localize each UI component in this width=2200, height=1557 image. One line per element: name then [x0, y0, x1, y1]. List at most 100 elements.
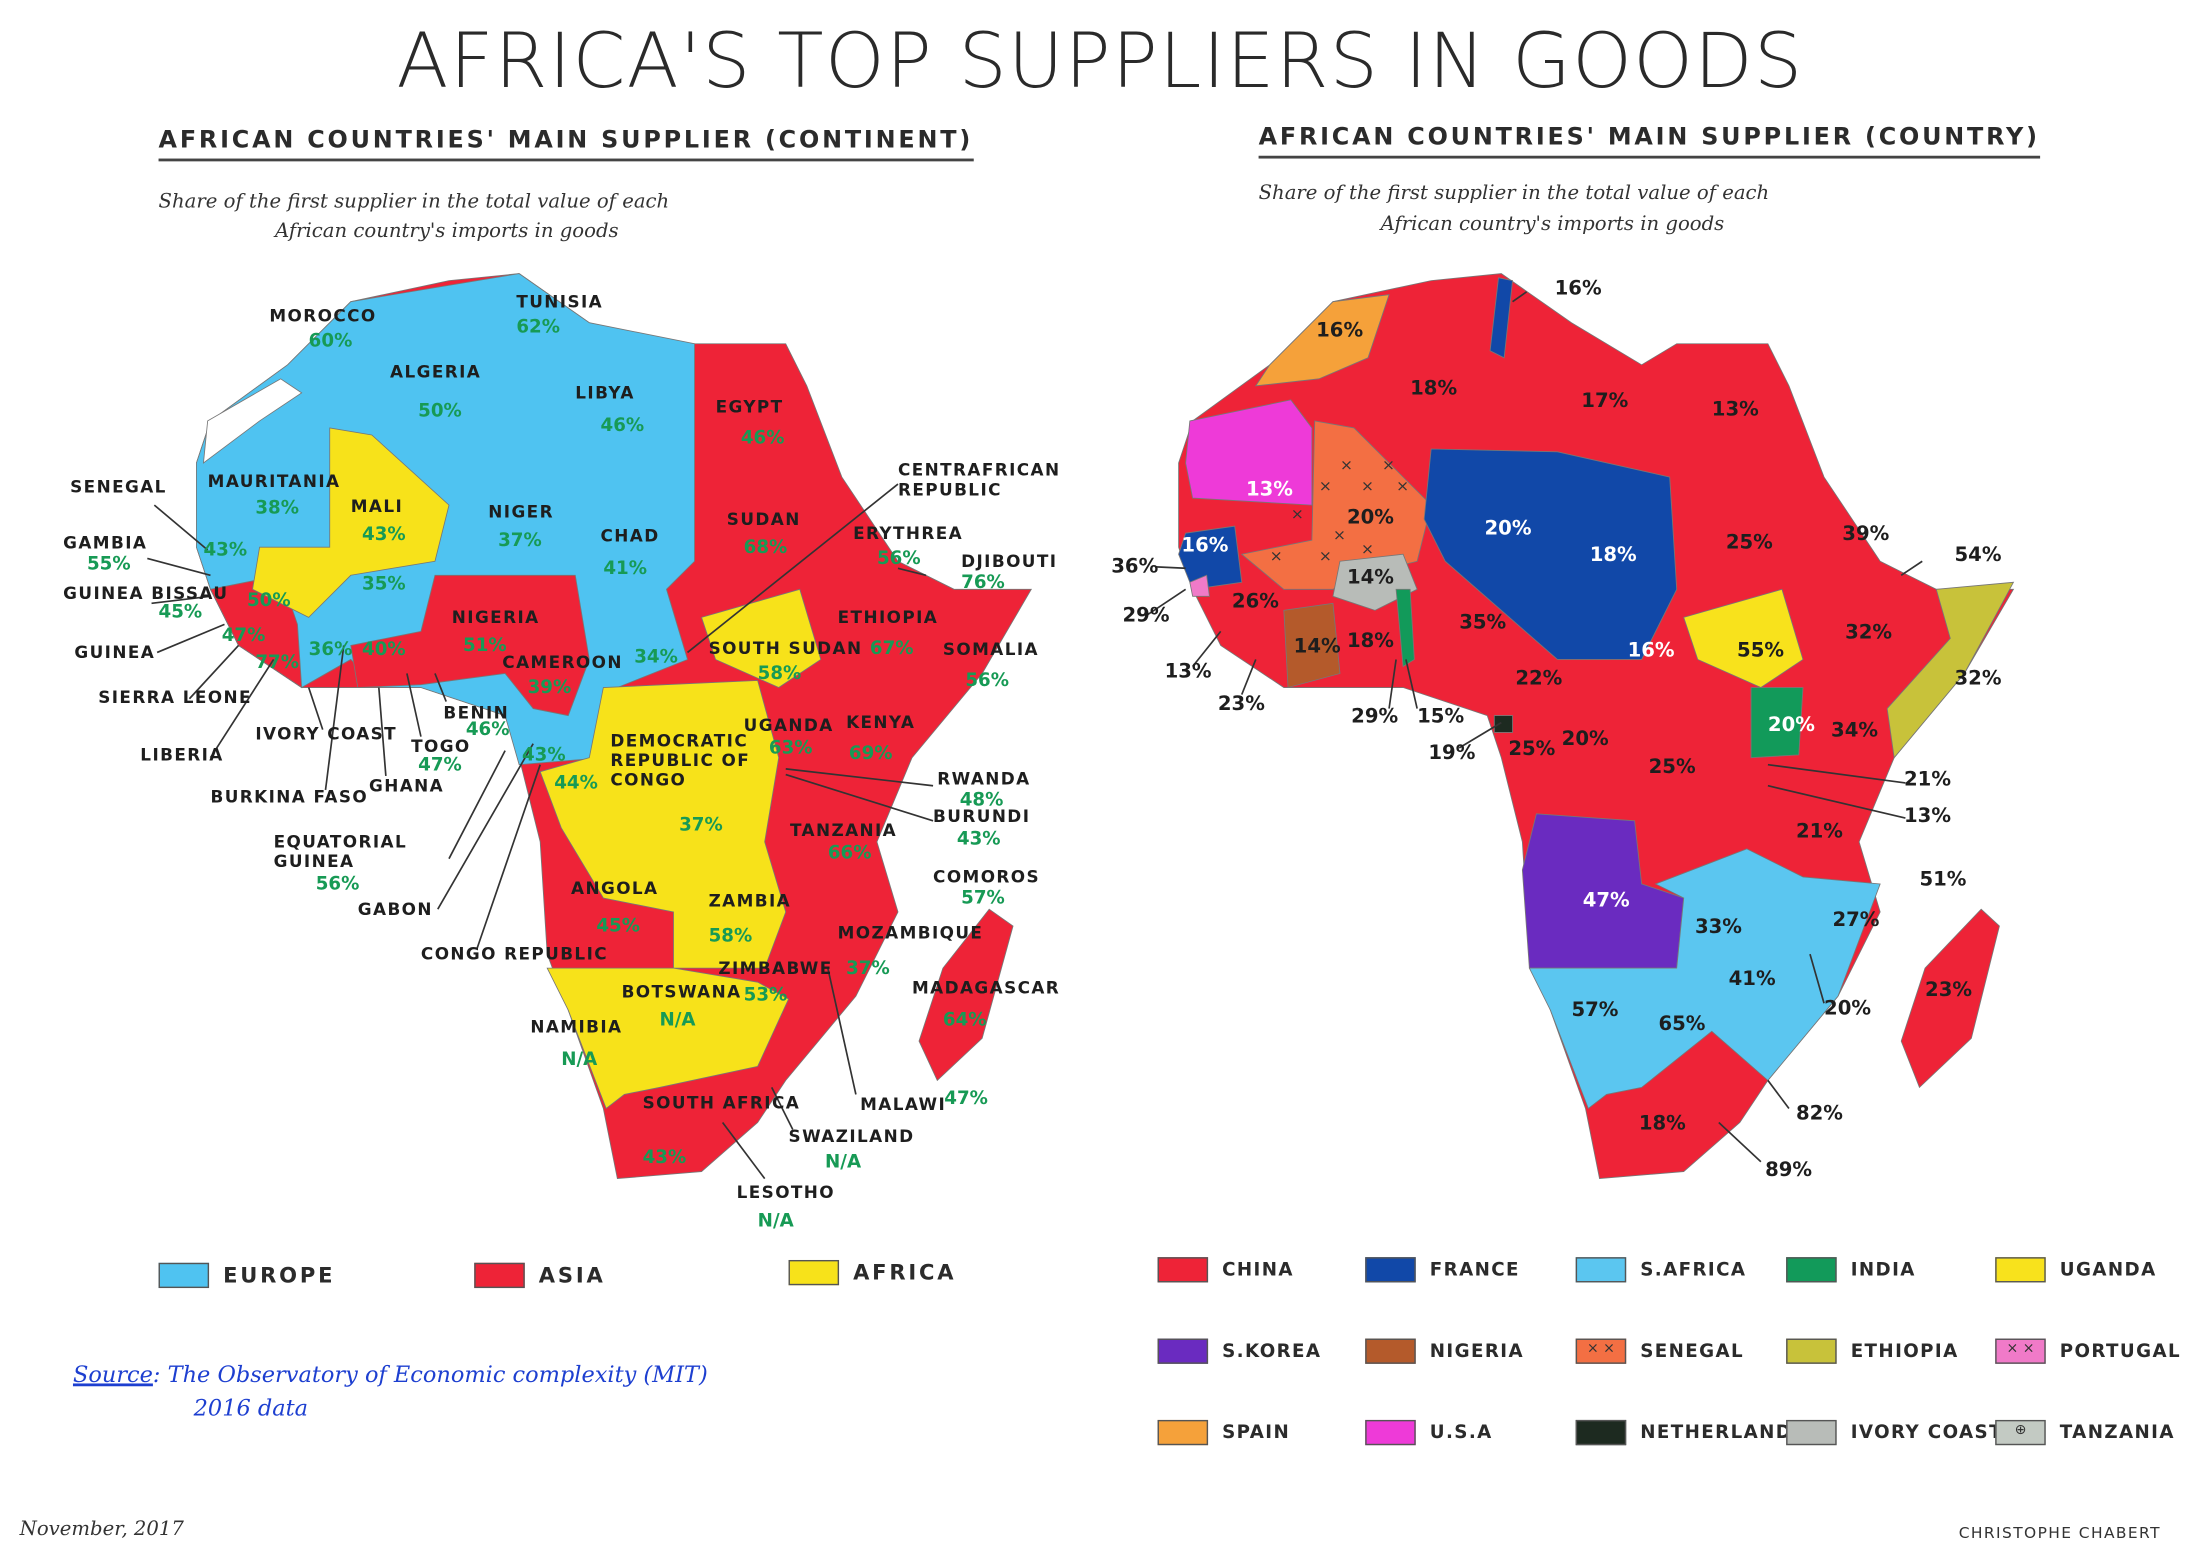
country-share: 20%: [1561, 728, 1609, 751]
leader-line: [1767, 1079, 1790, 1109]
country-share: N/A: [757, 1210, 794, 1232]
legend-label: NIGERIA: [1429, 1340, 1525, 1362]
leader-line: [785, 773, 934, 822]
legend-label: AFRICA: [853, 1259, 957, 1286]
legend-swatch: [1365, 1257, 1416, 1283]
senegal-pattern-mark: ×: [1361, 540, 1374, 558]
country-share: 50%: [246, 590, 291, 612]
country-share: 39%: [1842, 523, 1890, 546]
region-senegal-france: [1178, 525, 1243, 590]
leader-line: [770, 1087, 794, 1130]
legend-label: TANZANIA: [2059, 1422, 2175, 1444]
legend-label: INDIA: [1850, 1259, 1916, 1281]
legend-label: IVORY COAST: [1850, 1422, 2003, 1444]
country-share: 33%: [1694, 916, 1742, 939]
country-name: MOROCCO: [269, 305, 377, 326]
legend-item: AFRICA: [788, 1259, 957, 1286]
country-name: RWANDA: [937, 768, 1031, 789]
legend-swatch: [1365, 1419, 1416, 1446]
country-share: 25%: [1725, 531, 1773, 555]
country-share: 58%: [708, 926, 753, 948]
country-name: EQUATORIAL GUINEA: [273, 832, 408, 872]
country-share: 13%: [1245, 478, 1293, 501]
legend-label: UGANDA: [2059, 1259, 2157, 1281]
leader-line: [1191, 630, 1222, 667]
legend-swatch: [1157, 1338, 1209, 1364]
continent-supplier-map: [196, 273, 1033, 1180]
leader-line: [1767, 784, 1906, 819]
legend-item: U.S.A: [1365, 1419, 1492, 1446]
region-togo-india: [1395, 588, 1415, 668]
region-ivorycoast-nigeria: [1283, 602, 1341, 689]
country-share: 25%: [1508, 738, 1556, 761]
country-share: 38%: [255, 498, 300, 520]
legend-label: EUROPE: [223, 1262, 336, 1289]
region-uganda-india: [1750, 687, 1804, 759]
legend-item: ⊕ TANZANIA: [1995, 1419, 2175, 1446]
country-share: 35%: [1459, 611, 1507, 635]
leader-line: [1388, 659, 1397, 709]
leader-line: [188, 644, 240, 700]
country-name: NIGERIA: [451, 607, 540, 628]
leader-line: [897, 567, 927, 577]
legend-item: NIGERIA: [1365, 1338, 1525, 1364]
country-name: CENTRAFRICAN REPUBLIC: [897, 460, 1061, 500]
country-share: 18%: [1589, 544, 1637, 567]
country-share: 26%: [1231, 590, 1279, 614]
country-share: 14%: [1346, 566, 1395, 590]
legend-item: SPAIN: [1157, 1419, 1291, 1446]
legend-item: × × PORTUGAL: [1995, 1338, 2181, 1364]
country-share: 16%: [1554, 277, 1602, 301]
legend-swatch: × ×: [1995, 1338, 2046, 1364]
leader-line: [147, 557, 211, 577]
madagascar-right: [1900, 908, 2000, 1089]
country-name: MOZAMBIQUE: [837, 923, 984, 943]
country-share: 46%: [740, 427, 785, 449]
country-name: EGYPT: [715, 397, 784, 417]
region-tunisia-france: [1489, 277, 1514, 359]
country-share: 57%: [1571, 999, 1619, 1022]
country-share: 51%: [1919, 868, 1967, 891]
legend-swatch: × ×: [1575, 1338, 1627, 1364]
leader-line: [406, 673, 422, 737]
country-share: 29%: [1122, 604, 1170, 628]
leader-line: [1156, 566, 1186, 570]
country-name: UGANDA: [743, 715, 834, 736]
senegal-pattern-mark: ×: [1396, 477, 1409, 495]
country-share: 41%: [1728, 968, 1776, 991]
leader-line: [1512, 291, 1528, 303]
country-share: 15%: [1417, 705, 1465, 729]
country-share: 58%: [757, 663, 802, 685]
legend-item: ETHIOPIA: [1786, 1338, 1959, 1364]
legend-swatch: [1365, 1338, 1416, 1364]
legend-item: S.KOREA: [1157, 1338, 1322, 1364]
country-share: 18%: [1346, 629, 1395, 653]
country-share: 20%: [1346, 506, 1395, 529]
leader-line: [1718, 1121, 1762, 1163]
country-name: MALAWI: [860, 1094, 947, 1115]
legend-label: FRANCE: [1429, 1259, 1520, 1281]
country-name: ZAMBIA: [708, 890, 792, 911]
country-share: 37%: [498, 530, 542, 552]
country-share: 22%: [1515, 667, 1563, 691]
region-mali: [252, 427, 450, 618]
senegal-pattern-mark: ×: [1340, 456, 1353, 474]
country-share: 18%: [1638, 1112, 1686, 1136]
country-share: 43%: [642, 1147, 687, 1169]
country-share: 43%: [521, 745, 566, 767]
legend-label: SPAIN: [1222, 1422, 1291, 1444]
country-share: N/A: [825, 1151, 862, 1173]
leader-line: [151, 595, 211, 605]
country-name: GHANA: [369, 775, 445, 796]
right-note-line1: Share of the first supplier in the total…: [1258, 182, 1770, 205]
country-share: 20%: [1824, 997, 1872, 1021]
country-name: GABON: [357, 899, 433, 920]
country-share: 32%: [1845, 621, 1893, 645]
country-name: BOTSWANA: [621, 982, 742, 1002]
leader-line: [377, 687, 387, 776]
country-name: ANGOLA: [571, 878, 659, 898]
page-title: AFRICA'S TOP SUPPLIERS IN GOODS: [396, 16, 1804, 106]
country-share: 36%: [308, 639, 353, 661]
region-south-sudan-uganda: [1683, 588, 1804, 688]
author-label: CHRISTOPHE CHABERT: [1958, 1523, 2161, 1543]
